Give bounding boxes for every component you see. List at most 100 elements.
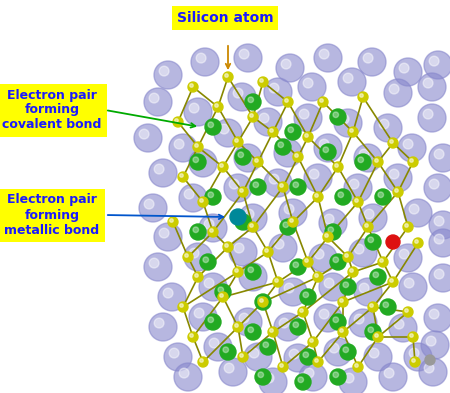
Circle shape xyxy=(303,352,309,358)
Circle shape xyxy=(295,374,311,390)
Circle shape xyxy=(290,219,293,222)
Circle shape xyxy=(426,336,436,346)
Circle shape xyxy=(208,317,214,323)
Circle shape xyxy=(393,187,403,197)
Circle shape xyxy=(294,104,322,132)
Circle shape xyxy=(358,157,364,163)
Circle shape xyxy=(184,98,212,126)
Circle shape xyxy=(260,299,263,302)
Circle shape xyxy=(333,112,338,118)
Circle shape xyxy=(158,283,186,311)
Circle shape xyxy=(380,259,383,262)
Circle shape xyxy=(239,49,249,59)
Circle shape xyxy=(149,93,159,103)
Text: Silicon atom: Silicon atom xyxy=(177,11,273,25)
Circle shape xyxy=(204,333,232,361)
Circle shape xyxy=(284,204,294,214)
Circle shape xyxy=(280,364,283,367)
Circle shape xyxy=(223,242,233,252)
Circle shape xyxy=(198,197,208,207)
Circle shape xyxy=(335,189,351,205)
Circle shape xyxy=(298,307,308,317)
Circle shape xyxy=(429,179,439,189)
Circle shape xyxy=(319,209,347,237)
Circle shape xyxy=(365,234,381,250)
Circle shape xyxy=(319,273,347,301)
Circle shape xyxy=(193,142,203,152)
Circle shape xyxy=(154,61,182,89)
Circle shape xyxy=(139,194,167,222)
Circle shape xyxy=(305,259,308,262)
Circle shape xyxy=(423,78,433,88)
Circle shape xyxy=(340,299,343,302)
Circle shape xyxy=(370,304,373,307)
Circle shape xyxy=(319,49,329,59)
Circle shape xyxy=(330,314,346,330)
Circle shape xyxy=(318,97,328,107)
Circle shape xyxy=(253,157,263,167)
Circle shape xyxy=(265,249,268,252)
Circle shape xyxy=(413,238,423,248)
Circle shape xyxy=(278,182,288,192)
Circle shape xyxy=(290,259,306,275)
Circle shape xyxy=(421,331,449,359)
Circle shape xyxy=(210,229,213,232)
Circle shape xyxy=(379,363,407,391)
Circle shape xyxy=(213,102,223,112)
Circle shape xyxy=(188,82,198,92)
Circle shape xyxy=(303,257,313,267)
Circle shape xyxy=(275,279,278,282)
Circle shape xyxy=(169,348,179,358)
Circle shape xyxy=(404,278,414,288)
Circle shape xyxy=(284,283,294,293)
Circle shape xyxy=(330,109,346,125)
Circle shape xyxy=(219,358,247,386)
Circle shape xyxy=(190,334,193,337)
Circle shape xyxy=(374,114,402,142)
Circle shape xyxy=(319,139,329,149)
Circle shape xyxy=(234,144,262,172)
Circle shape xyxy=(310,339,313,342)
Circle shape xyxy=(375,334,378,337)
Circle shape xyxy=(305,134,308,137)
Circle shape xyxy=(205,119,221,135)
Circle shape xyxy=(190,224,206,240)
Circle shape xyxy=(354,244,364,254)
Circle shape xyxy=(343,73,353,83)
Circle shape xyxy=(315,359,318,362)
Circle shape xyxy=(415,240,418,243)
Circle shape xyxy=(205,314,221,330)
Circle shape xyxy=(323,232,333,242)
Circle shape xyxy=(178,172,188,182)
Circle shape xyxy=(304,164,332,192)
Circle shape xyxy=(300,349,316,365)
Circle shape xyxy=(285,124,301,140)
Circle shape xyxy=(335,164,338,167)
Circle shape xyxy=(355,364,358,367)
Circle shape xyxy=(300,309,303,312)
Circle shape xyxy=(359,283,369,293)
Circle shape xyxy=(378,192,383,198)
Circle shape xyxy=(195,144,198,147)
Circle shape xyxy=(365,224,368,227)
Circle shape xyxy=(424,363,434,373)
Circle shape xyxy=(250,179,266,195)
Circle shape xyxy=(383,302,388,308)
Circle shape xyxy=(388,138,398,148)
Circle shape xyxy=(225,244,228,247)
Circle shape xyxy=(308,337,318,347)
Circle shape xyxy=(174,139,184,149)
Circle shape xyxy=(220,294,223,297)
Circle shape xyxy=(239,263,267,291)
Circle shape xyxy=(405,309,408,312)
Circle shape xyxy=(370,269,386,285)
Circle shape xyxy=(429,211,450,239)
Circle shape xyxy=(234,308,262,336)
Circle shape xyxy=(144,253,172,281)
Circle shape xyxy=(375,159,378,162)
Circle shape xyxy=(168,217,178,227)
Circle shape xyxy=(235,269,238,272)
Circle shape xyxy=(268,327,278,337)
Circle shape xyxy=(410,357,420,367)
Circle shape xyxy=(344,373,354,383)
